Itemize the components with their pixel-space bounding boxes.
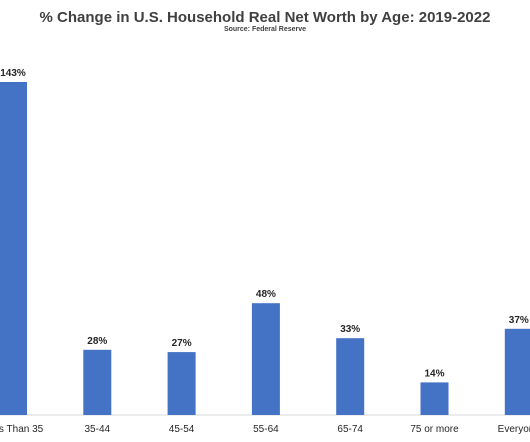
bar-value-label-6: 37% bbox=[509, 315, 529, 326]
bar-value-label-1: 28% bbox=[87, 336, 107, 347]
x-tick-label-1: 35-44 bbox=[85, 424, 111, 435]
x-tick-label-2: 45-54 bbox=[169, 424, 195, 435]
bars-group: 143% Less Than 35 28% 35-44 27% 45-54 48% 55-64… bbox=[0, 68, 530, 435]
bar-value-label-4: 33% bbox=[340, 324, 360, 335]
bar-value-label-5: 14% bbox=[424, 368, 444, 379]
bar-2 bbox=[167, 352, 196, 415]
bar-value-label-2: 27% bbox=[172, 338, 192, 349]
bar-4 bbox=[336, 338, 365, 415]
x-tick-label-3: 55-64 bbox=[253, 424, 279, 435]
bar-1 bbox=[83, 349, 112, 415]
bar-value-label-3: 48% bbox=[256, 289, 276, 300]
chart-title: % Change in U.S. Household Real Net Wort… bbox=[40, 9, 491, 26]
bar-value-label-0: 143% bbox=[0, 68, 26, 79]
x-tick-label-5: 75 or more bbox=[410, 424, 459, 435]
bar-5 bbox=[420, 382, 449, 415]
bar-6 bbox=[504, 328, 530, 415]
chart-subtitle: Source: Federal Reserve bbox=[224, 26, 306, 33]
x-tick-label-4: 65-74 bbox=[337, 424, 363, 435]
x-tick-label-0: Less Than 35 bbox=[0, 424, 44, 435]
x-tick-label-6: Everyone bbox=[498, 424, 530, 435]
bar-3 bbox=[251, 303, 280, 415]
bar-0 bbox=[0, 82, 27, 415]
